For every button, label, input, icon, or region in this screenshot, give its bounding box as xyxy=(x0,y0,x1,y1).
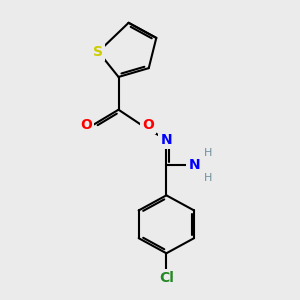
Text: Cl: Cl xyxy=(159,272,174,286)
Text: O: O xyxy=(80,118,92,132)
Text: N: N xyxy=(160,133,172,147)
Text: N: N xyxy=(188,158,200,172)
Text: O: O xyxy=(142,118,154,132)
Text: H: H xyxy=(204,148,212,158)
Text: S: S xyxy=(93,45,103,59)
Text: H: H xyxy=(204,173,212,183)
